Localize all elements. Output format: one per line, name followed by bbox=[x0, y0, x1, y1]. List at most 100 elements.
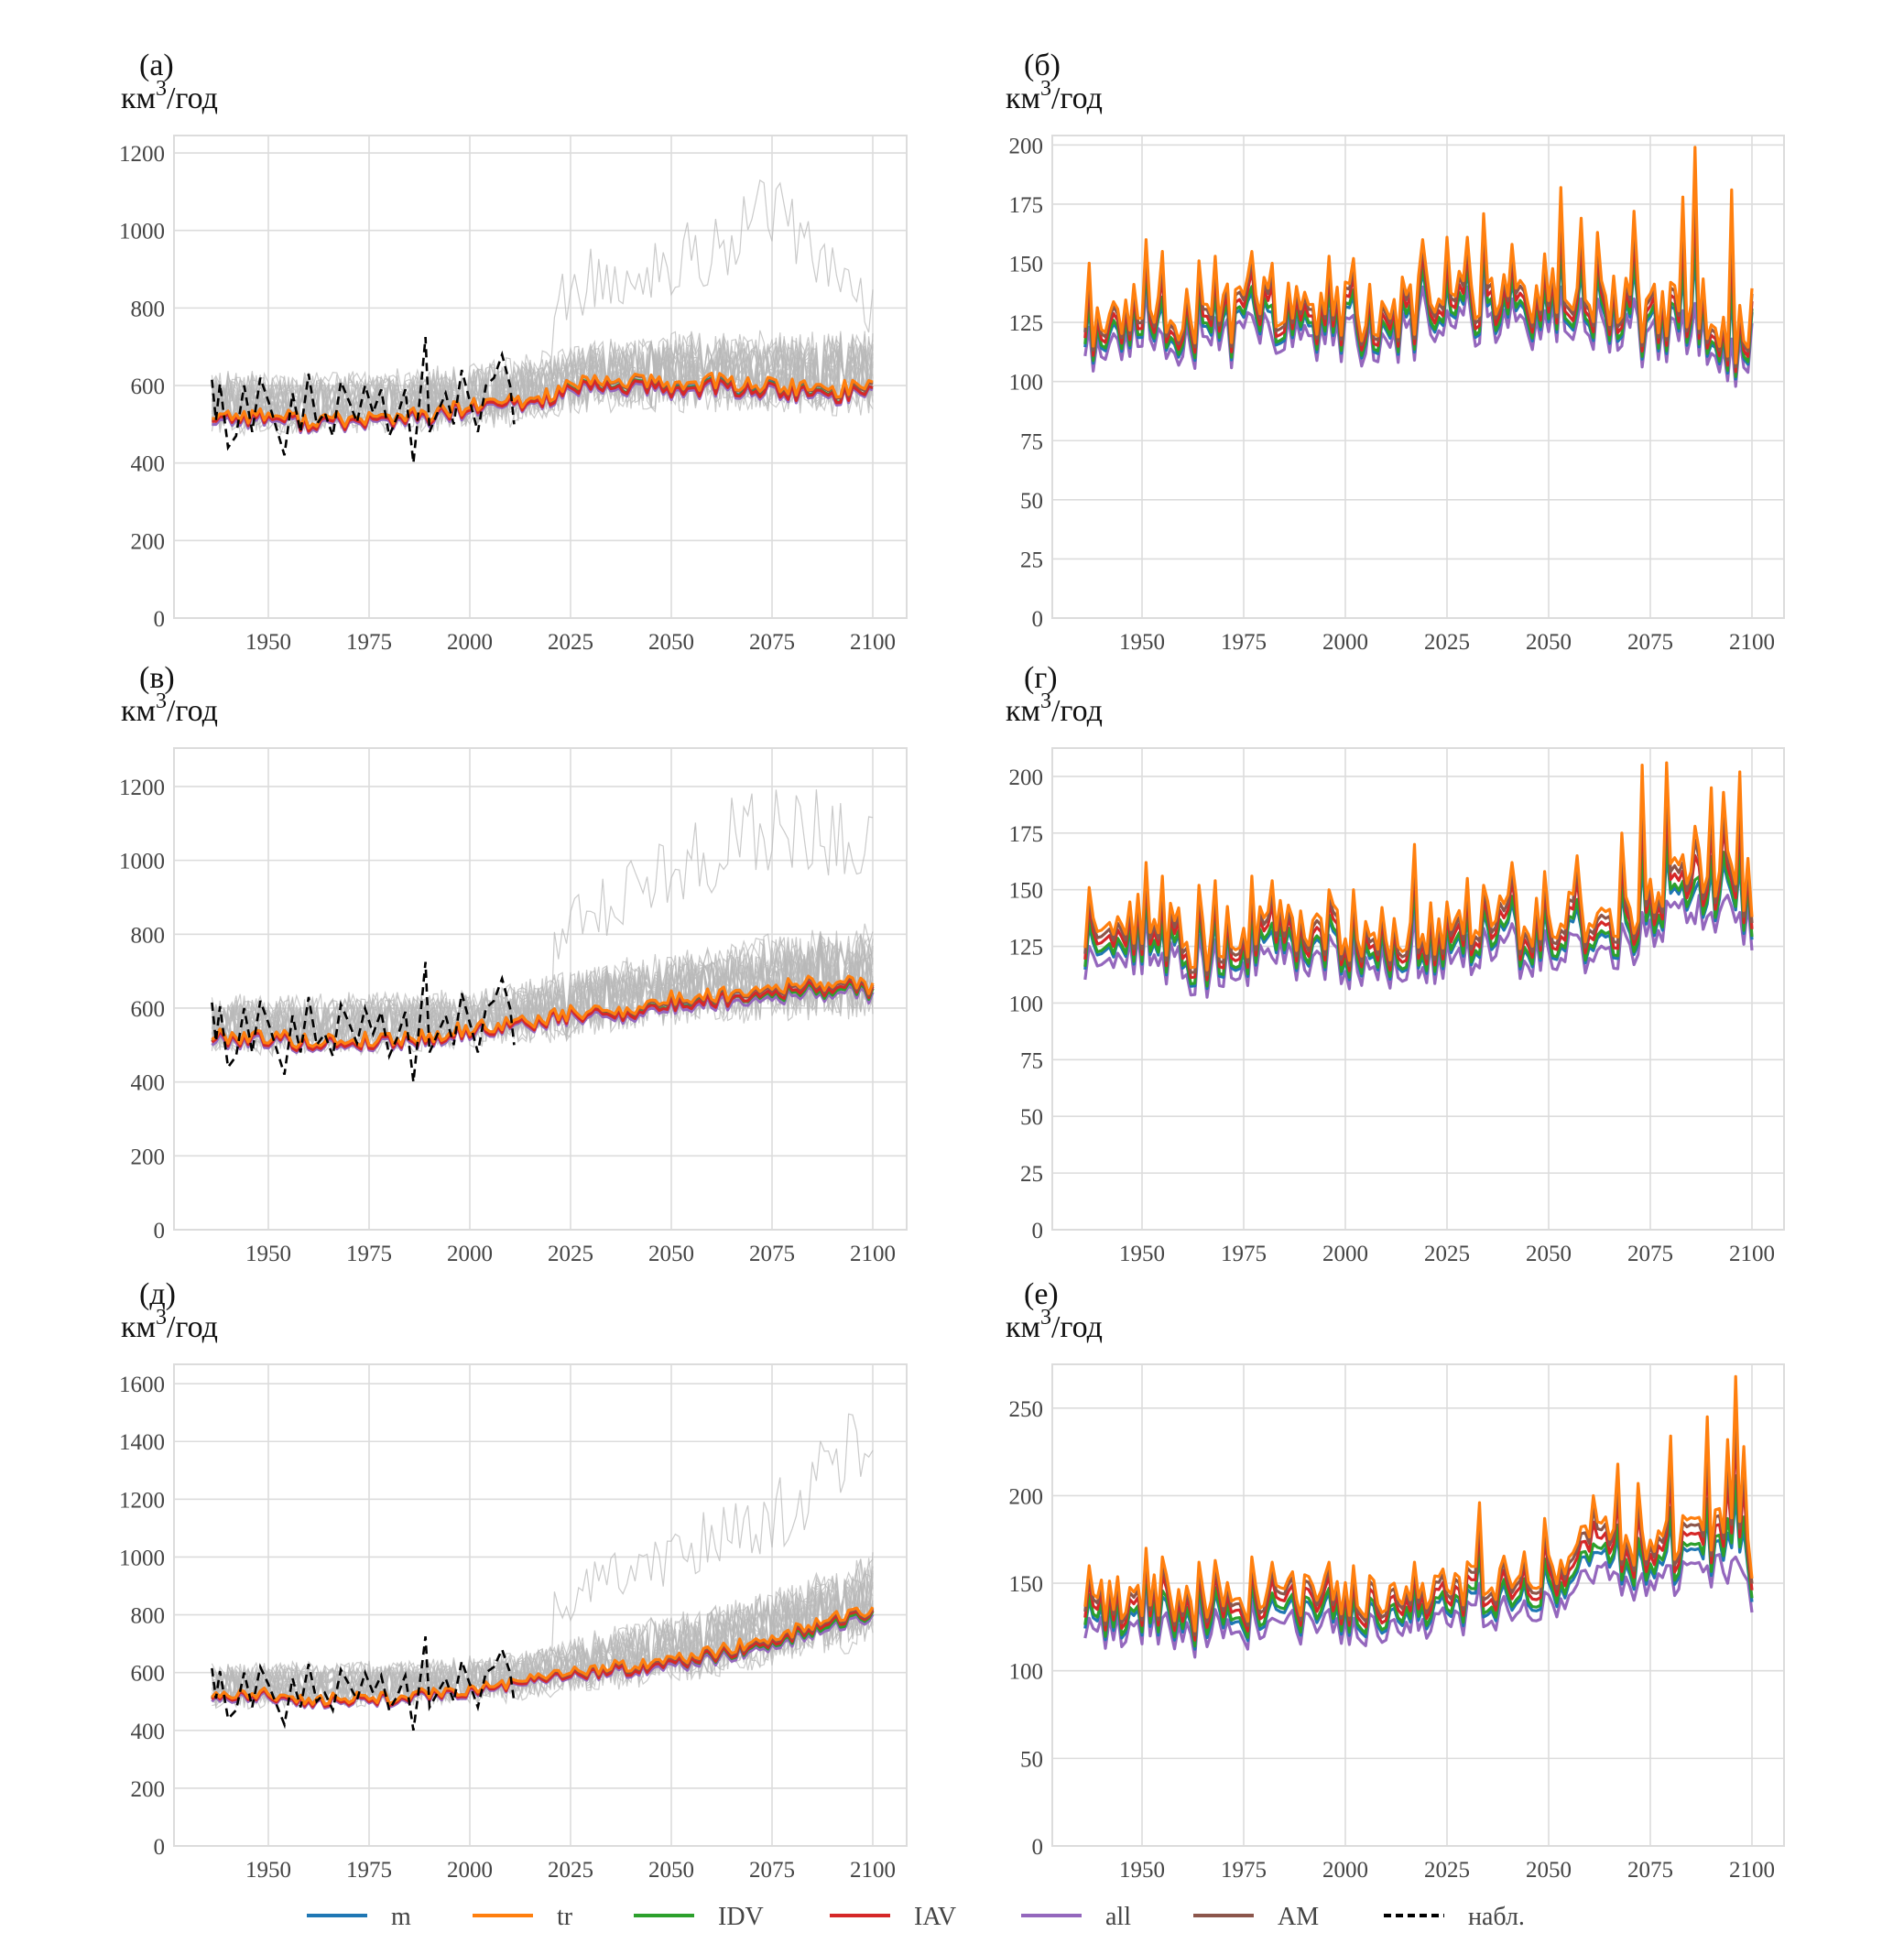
legend-label: набл. bbox=[1468, 1903, 1525, 1931]
x-tick-label: 1950 bbox=[245, 1242, 291, 1266]
ensemble-line bbox=[211, 331, 874, 423]
x-tick-label: 1975 bbox=[1221, 630, 1267, 655]
legend-item-m: m bbox=[307, 1903, 411, 1931]
x-tick-label: 1950 bbox=[245, 630, 291, 655]
y-tick-label: 75 bbox=[1020, 429, 1043, 454]
observed-line bbox=[211, 1636, 516, 1731]
y-unit-label: км3/год bbox=[1006, 77, 1103, 115]
plot-frame bbox=[173, 747, 908, 1231]
legend-item-IAV: IAV bbox=[830, 1903, 956, 1931]
y-tick-label: 25 bbox=[1020, 548, 1043, 572]
y-tick-label: 200 bbox=[131, 529, 166, 554]
x-tick-label: 2025 bbox=[1424, 1242, 1470, 1266]
panel-c: (в)км3/год 0 200 400 600 800 1000 1200 1950 1975 2… bbox=[119, 661, 908, 1266]
y-tick-label: 25 bbox=[1020, 1162, 1043, 1187]
panel-label: (г) bbox=[1024, 661, 1058, 695]
plot-frame bbox=[173, 135, 908, 619]
y-tick-label: 250 bbox=[1009, 1397, 1044, 1422]
x-tick-label: 2075 bbox=[749, 630, 795, 655]
y-tick-label: 150 bbox=[1009, 253, 1044, 277]
series-tr-line bbox=[1083, 146, 1754, 364]
legend-label: AM bbox=[1278, 1903, 1319, 1931]
legend-label: m bbox=[391, 1903, 411, 1931]
plot-frame bbox=[1051, 135, 1785, 619]
x-tick-label: 2075 bbox=[749, 1242, 795, 1266]
x-tick-label: 2000 bbox=[1322, 1858, 1368, 1883]
observed-line bbox=[211, 961, 516, 1082]
legend-item-IDV: IDV bbox=[634, 1903, 764, 1931]
y-tick-label: 1600 bbox=[119, 1373, 165, 1397]
series-tr-line bbox=[1083, 761, 1754, 972]
x-tick-label: 2075 bbox=[1627, 1242, 1673, 1266]
y-tick-label: 75 bbox=[1020, 1048, 1043, 1073]
x-tick-label: 2075 bbox=[749, 1858, 795, 1883]
panel-f: (е)км3/год 0 50 100 150 200 250 1950 1975 2000 202… bbox=[1006, 1277, 1785, 1883]
ensemble-line bbox=[211, 331, 874, 424]
x-tick-label: 2050 bbox=[648, 1858, 694, 1883]
panel-label: (д) bbox=[139, 1277, 176, 1311]
x-tick-label: 2025 bbox=[548, 630, 593, 655]
panel-label: (е) bbox=[1024, 1277, 1059, 1311]
y-tick-label: 200 bbox=[131, 1777, 166, 1802]
y-tick-label: 100 bbox=[1009, 1660, 1044, 1685]
x-tick-label: 2050 bbox=[1526, 630, 1572, 655]
y-tick-label: 150 bbox=[1009, 1572, 1044, 1597]
legend-item-all: all bbox=[1021, 1903, 1131, 1931]
series-IAV-line bbox=[211, 979, 875, 1052]
x-tick-label: 2000 bbox=[447, 1242, 493, 1266]
y-tick-label: 400 bbox=[131, 1720, 166, 1744]
y-tick-label: 0 bbox=[154, 607, 166, 632]
ensemble-members bbox=[211, 1413, 874, 1710]
y-tick-label: 0 bbox=[154, 1835, 166, 1860]
y-unit-label: км3/год bbox=[1006, 689, 1103, 728]
panel-b: (б)км3/год 0 25 50 75 100 125 150 175 200 1950 1975… bbox=[1006, 49, 1785, 655]
x-tick-label: 1950 bbox=[245, 1858, 291, 1883]
x-tick-label: 2100 bbox=[1729, 1858, 1775, 1883]
legend-label: all bbox=[1105, 1903, 1131, 1931]
plot-frame bbox=[1051, 747, 1785, 1231]
y-tick-label: 50 bbox=[1020, 1747, 1043, 1772]
series-tr-line bbox=[211, 974, 875, 1049]
panel-label: (а) bbox=[139, 49, 174, 82]
y-tick-label: 125 bbox=[1009, 936, 1044, 961]
y-tick-label: 400 bbox=[131, 1071, 166, 1096]
legend-item-obs: набл. bbox=[1384, 1903, 1525, 1931]
legend: m tr IDV IAV all AM набл. bbox=[307, 1903, 1525, 1931]
y-tick-label: 0 bbox=[154, 1219, 166, 1243]
plot-area bbox=[211, 179, 874, 463]
y-tick-label: 1200 bbox=[119, 142, 165, 167]
y-tick-label: 0 bbox=[1032, 1219, 1044, 1243]
x-tick-label: 2000 bbox=[447, 630, 493, 655]
ensemble-line bbox=[211, 331, 874, 423]
plot-frame bbox=[1051, 1363, 1785, 1847]
y-tick-label: 800 bbox=[131, 1604, 166, 1629]
y-unit-label: км3/год bbox=[121, 1306, 218, 1344]
x-tick-label: 1950 bbox=[1119, 1858, 1165, 1883]
legend-label: IDV bbox=[718, 1903, 764, 1931]
x-tick-label: 2050 bbox=[1526, 1858, 1572, 1883]
ensemble-line bbox=[211, 1559, 874, 1701]
y-tick-label: 800 bbox=[131, 923, 166, 948]
x-tick-label: 2100 bbox=[850, 1858, 896, 1883]
plot-area bbox=[1083, 146, 1754, 388]
panel-d: (г)км3/год 0 25 50 75 100 125 150 175 200 1950 1975… bbox=[1006, 661, 1785, 1266]
x-tick-label: 2025 bbox=[548, 1858, 593, 1883]
y-tick-label: 1000 bbox=[119, 850, 165, 874]
x-tick-label: 2050 bbox=[648, 1242, 694, 1266]
y-tick-label: 100 bbox=[1009, 992, 1044, 1016]
legend-item-tr: tr bbox=[473, 1903, 573, 1931]
plot-area bbox=[1083, 1374, 1754, 1659]
x-tick-label: 2100 bbox=[1729, 630, 1775, 655]
ensemble-members bbox=[211, 789, 874, 1058]
y-tick-label: 50 bbox=[1020, 489, 1043, 514]
y-tick-label: 200 bbox=[1009, 765, 1044, 790]
panel-e: (д)км3/год 0 200 400 600 800 1000 1200 1400 1600 1… bbox=[119, 1277, 908, 1883]
legend-label: IAV bbox=[914, 1903, 956, 1931]
x-tick-label: 2050 bbox=[1526, 1242, 1572, 1266]
y-tick-label: 1400 bbox=[119, 1430, 165, 1455]
y-tick-label: 600 bbox=[131, 1662, 166, 1687]
x-tick-label: 1975 bbox=[1221, 1858, 1267, 1883]
y-tick-label: 600 bbox=[131, 375, 166, 399]
